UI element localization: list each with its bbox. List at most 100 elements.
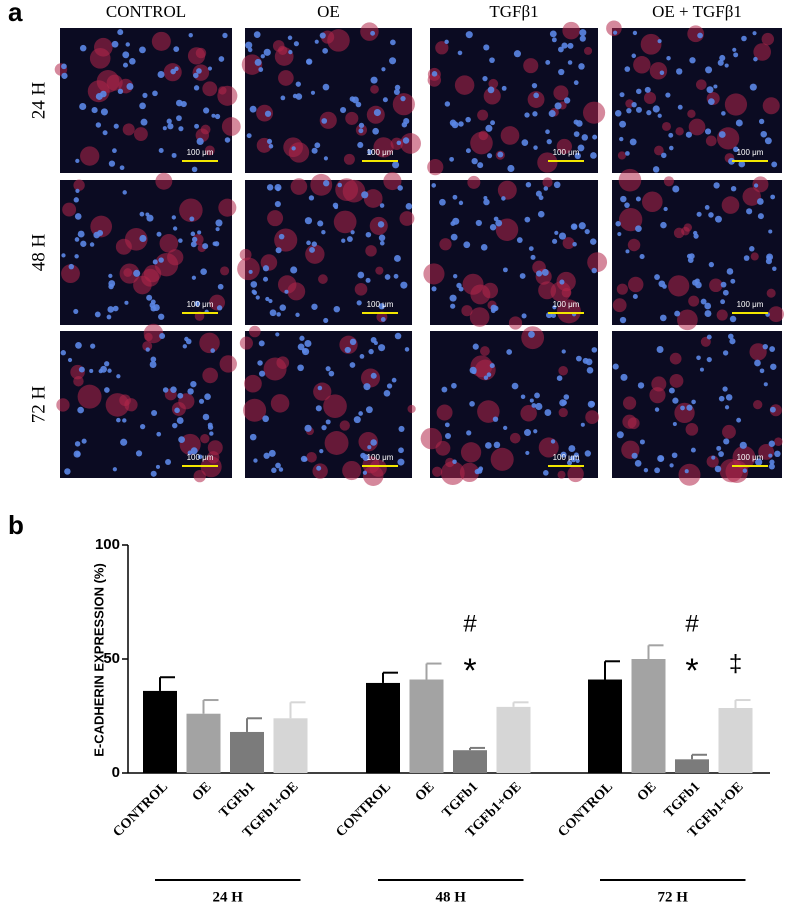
cell-nucleus [726, 268, 734, 275]
cell-nucleus [349, 338, 357, 346]
cell-nucleus [295, 81, 301, 87]
cell-nucleus [365, 406, 373, 414]
cell-nucleus [525, 181, 532, 188]
cell-cytoplasm [427, 159, 444, 176]
cell-nucleus [365, 231, 372, 238]
cell-nucleus [253, 458, 258, 463]
cell-nucleus [321, 118, 328, 124]
x-tick-label: TGFb1 [662, 779, 703, 820]
cell-nucleus [370, 372, 377, 379]
cell-cytoplasm [77, 384, 102, 409]
cell-cytoplasm [721, 196, 740, 214]
cell-nucleus [482, 76, 488, 82]
cell-nucleus [560, 451, 567, 458]
cell-nucleus [224, 137, 231, 143]
cell-nucleus [671, 452, 678, 459]
cell-nucleus [108, 273, 113, 279]
cell-nucleus [696, 211, 702, 217]
cell-nucleus [764, 137, 772, 145]
cell-nucleus [90, 343, 96, 349]
cell-nucleus [477, 162, 484, 169]
cell-nucleus [174, 407, 180, 414]
cell-nucleus [581, 134, 589, 141]
cell-nucleus [210, 348, 216, 353]
cell-nucleus [392, 161, 400, 169]
cell-nucleus [222, 32, 228, 39]
cell-cytoplasm [62, 202, 77, 217]
cell-nucleus [262, 265, 270, 272]
cell-nucleus [529, 398, 534, 403]
cell-nucleus [768, 463, 775, 470]
cell-nucleus [386, 383, 393, 389]
cell-nucleus [489, 224, 497, 231]
cell-nucleus [554, 102, 562, 110]
cell-nucleus [397, 458, 405, 466]
micrograph: 100 μm [237, 172, 415, 325]
cell-cytoplasm [202, 367, 218, 384]
cell-nucleus [660, 221, 667, 229]
cell-nucleus [314, 39, 319, 44]
cell-nucleus [492, 416, 499, 422]
cell-nucleus [728, 157, 735, 165]
cell-nucleus [297, 343, 305, 351]
scale-bar-label: 100 μm [367, 300, 394, 309]
cell-nucleus [174, 66, 179, 71]
cell-nucleus [695, 281, 702, 289]
cell-nucleus [486, 372, 492, 377]
cell-cytoplasm [753, 399, 763, 410]
bar [588, 679, 622, 773]
cell-nucleus [546, 138, 552, 145]
cell-nucleus [176, 417, 184, 424]
cell-nucleus [632, 294, 638, 300]
cell-cytoplasm [399, 211, 415, 226]
cell-nucleus [524, 112, 530, 118]
cell-nucleus [356, 300, 362, 306]
group-label: 72 H [658, 889, 689, 905]
cell-nucleus [262, 415, 269, 423]
cell-nucleus [293, 41, 299, 47]
cell-nucleus [398, 447, 404, 454]
cell-cytoplasm [323, 394, 347, 419]
cell-nucleus [769, 346, 776, 352]
cell-nucleus [586, 366, 594, 374]
cell-nucleus [176, 115, 182, 122]
cell-nucleus [561, 42, 568, 49]
cell-nucleus [202, 413, 210, 421]
cell-cytoplasm [585, 410, 600, 425]
cell-nucleus [452, 459, 457, 464]
cell-nucleus [485, 124, 493, 132]
cell-nucleus [185, 338, 192, 345]
cell-nucleus [122, 190, 127, 195]
cell-nucleus [113, 123, 119, 129]
cell-nucleus [507, 164, 515, 173]
cell-nucleus [733, 52, 739, 58]
cell-cytoplasm [612, 298, 627, 313]
cell-nucleus [463, 241, 471, 249]
cell-cytoplasm [73, 179, 85, 191]
cell-nucleus [449, 156, 454, 162]
cell-nucleus [94, 311, 101, 318]
cell-nucleus [263, 452, 270, 459]
cell-nucleus [245, 41, 253, 49]
cell-nucleus [480, 244, 488, 251]
cell-cytoplasm [705, 135, 717, 147]
cell-nucleus [253, 31, 261, 38]
cell-cytoplasm [617, 151, 627, 160]
cell-nucleus [74, 254, 79, 259]
cell-nucleus [367, 445, 372, 450]
cell-cytoplasm [649, 387, 666, 404]
cell-cytoplasm [287, 282, 306, 301]
cell-nucleus [490, 120, 496, 126]
cell-nucleus [483, 196, 488, 201]
cell-cytoplasm [587, 252, 608, 273]
cell-nucleus [162, 126, 167, 131]
cell-nucleus [543, 470, 549, 476]
cell-nucleus [525, 450, 530, 456]
cell-nucleus [770, 194, 776, 200]
cell-cytoplasm [628, 276, 644, 293]
cell-nucleus [215, 219, 223, 227]
cell-nucleus [355, 101, 362, 108]
cell-nucleus [266, 184, 274, 191]
cell-nucleus [79, 102, 87, 111]
row-header: 48 H [28, 233, 49, 271]
